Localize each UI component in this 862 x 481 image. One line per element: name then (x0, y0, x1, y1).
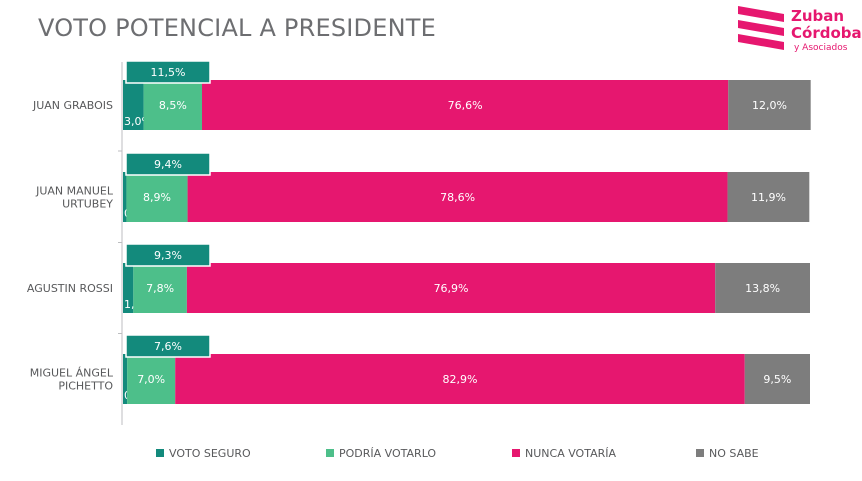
data-label: 76,6% (448, 99, 483, 112)
legend-label: PODRÍA VOTARLO (339, 446, 437, 460)
legend-swatch (156, 449, 164, 457)
legend-swatch (326, 449, 334, 457)
total-callout-box (125, 152, 211, 176)
total-callout-label: 7,6% (154, 340, 182, 353)
total-callout-box (125, 334, 211, 358)
data-label: 7,0% (137, 373, 165, 386)
legend-swatch (512, 449, 520, 457)
total-callout-box (125, 243, 211, 267)
bar-segment (123, 263, 134, 313)
legend-label: VOTO SEGURO (169, 446, 251, 460)
bar-segment (175, 354, 745, 404)
data-label: 12,0% (752, 99, 787, 112)
bar-segment (187, 172, 728, 222)
bar-segment (123, 354, 128, 404)
data-label: 76,9% (434, 282, 469, 295)
total-callout-label: 11,5% (151, 66, 186, 79)
legend-item: PODRÍA VOTARLO (326, 446, 436, 460)
category-label: URTUBEY (62, 198, 113, 211)
total-callout-label: 9,3% (154, 249, 182, 262)
bar-segment (202, 80, 729, 130)
legend-swatch (696, 449, 704, 457)
logo-text-asociados: y Asociados (794, 43, 848, 53)
bar-segment (123, 172, 127, 222)
data-label: 13,8% (745, 282, 780, 295)
page-title: VOTO POTENCIAL A PRESIDENTE (38, 14, 436, 42)
category-label: JUAN MANUEL (35, 185, 114, 198)
total-callout-label: 9,4% (154, 158, 182, 171)
bar-segment (744, 354, 810, 404)
data-label: 82,9% (442, 373, 477, 386)
brand-logo: Zuban Córdoba y Asociados (734, 4, 862, 56)
legend-label: NO SABE (709, 446, 759, 460)
bar-segment (126, 172, 188, 222)
data-label: 9,5% (763, 373, 791, 386)
data-label: 11,9% (751, 191, 786, 204)
logo-stripes-icon (738, 6, 784, 50)
bar-segment (127, 354, 176, 404)
data-label: 7,8% (146, 282, 174, 295)
total-callout-box (125, 60, 211, 84)
category-label: PICHETTO (58, 380, 113, 393)
data-label: 8,9% (143, 191, 171, 204)
bar-segment (715, 263, 810, 313)
bar-segment (123, 80, 144, 130)
legend-item: NUNCA VOTARÍA (512, 446, 616, 460)
legend-label: NUNCA VOTARÍA (525, 446, 617, 460)
bar-segment (143, 80, 203, 130)
category-label: MIGUEL ÁNGEL (30, 367, 114, 380)
bar-segment (133, 263, 187, 313)
bar-segment (186, 263, 716, 313)
legend-item: VOTO SEGURO (156, 446, 251, 460)
category-label: AGUSTIN ROSSI (27, 282, 113, 295)
legend-item: NO SABE (696, 446, 759, 460)
logo-text-zuban: Zuban (791, 7, 845, 25)
logo-text-cordoba: Córdoba (791, 24, 862, 42)
bar-segment (727, 172, 810, 222)
bar-segment (728, 80, 811, 130)
data-label: 78,6% (440, 191, 475, 204)
data-label: 8,5% (159, 99, 187, 112)
category-label: JUAN GRABOIS (32, 99, 113, 112)
